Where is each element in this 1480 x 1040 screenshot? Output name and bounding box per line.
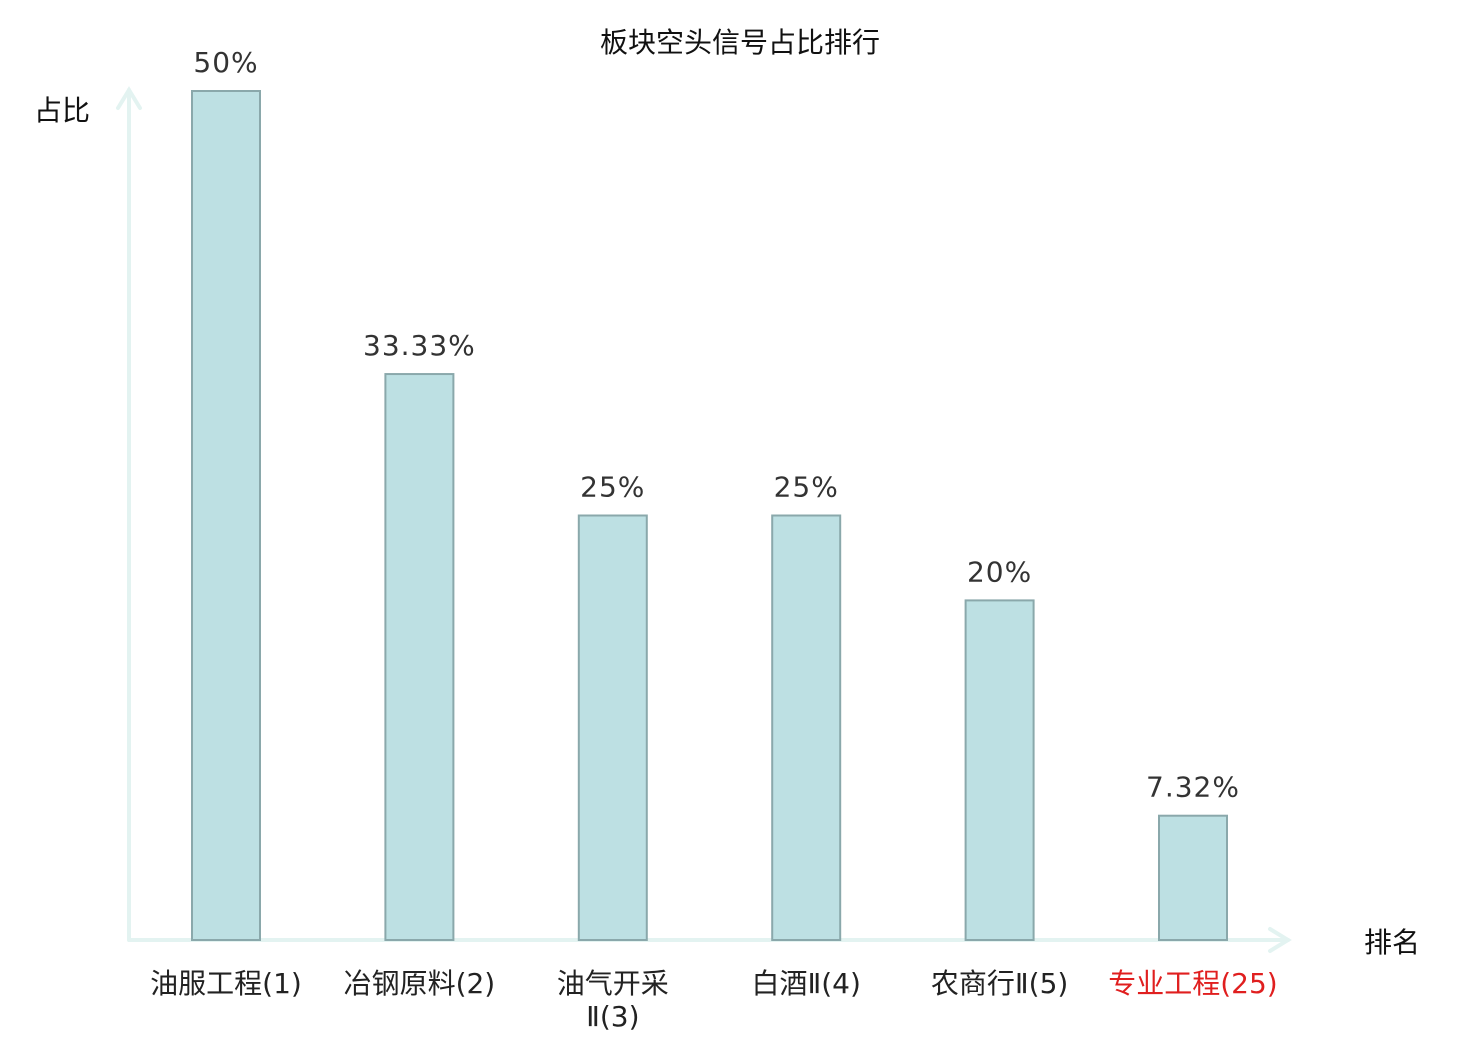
value-label-3: 25%: [580, 471, 645, 504]
value-labels: 50% 33.33% 25% 25% 20% 7.32%: [193, 46, 1240, 804]
category-label-6: 专业工程(25): [1108, 967, 1277, 1000]
x-axis: [127, 927, 1292, 953]
bar-5: [964, 599, 1035, 942]
category-label-line: 专业工程(25): [1108, 967, 1277, 1000]
y-axis-title: 占比: [34, 94, 90, 127]
category-label-line: 油气开采: [557, 967, 669, 1000]
category-label-line: 冶钢原料(2): [344, 967, 496, 1000]
y-axis: [116, 86, 142, 942]
category-label-3: 油气开采 Ⅱ(3): [557, 967, 669, 1033]
value-label-6: 7.32%: [1146, 771, 1240, 804]
bar-3: [577, 514, 648, 941]
category-label-line: 白酒Ⅱ(4): [751, 967, 860, 1000]
category-label-line: Ⅱ(3): [586, 1000, 639, 1033]
category-label-1: 油服工程(1): [150, 967, 302, 1000]
bar-1: [191, 90, 261, 941]
value-label-2: 33.33%: [363, 329, 476, 362]
bar-series: [191, 90, 1228, 942]
value-label-4: 25%: [774, 471, 839, 504]
chart-title: 板块空头信号占比排行: [600, 26, 880, 59]
category-label-2: 冶钢原料(2): [344, 967, 496, 1000]
category-label-5: 农商行Ⅱ(5): [931, 967, 1068, 1000]
value-label-1: 50%: [193, 46, 258, 79]
bar-2: [384, 373, 455, 942]
category-label-4: 白酒Ⅱ(4): [751, 967, 860, 1000]
category-labels: 油服工程(1) 冶钢原料(2) 油气开采 Ⅱ(3) 白酒Ⅱ(4) 农商行Ⅱ(5) 专业工程(…: [150, 967, 1278, 1033]
bar-4: [771, 514, 842, 941]
category-label-line: 油服工程(1): [150, 967, 302, 1000]
value-label-5: 20%: [967, 555, 1032, 588]
category-label-line: 农商行Ⅱ(5): [931, 967, 1068, 1000]
bar-6: [1158, 814, 1228, 942]
x-axis-title: 排名: [1364, 926, 1420, 959]
